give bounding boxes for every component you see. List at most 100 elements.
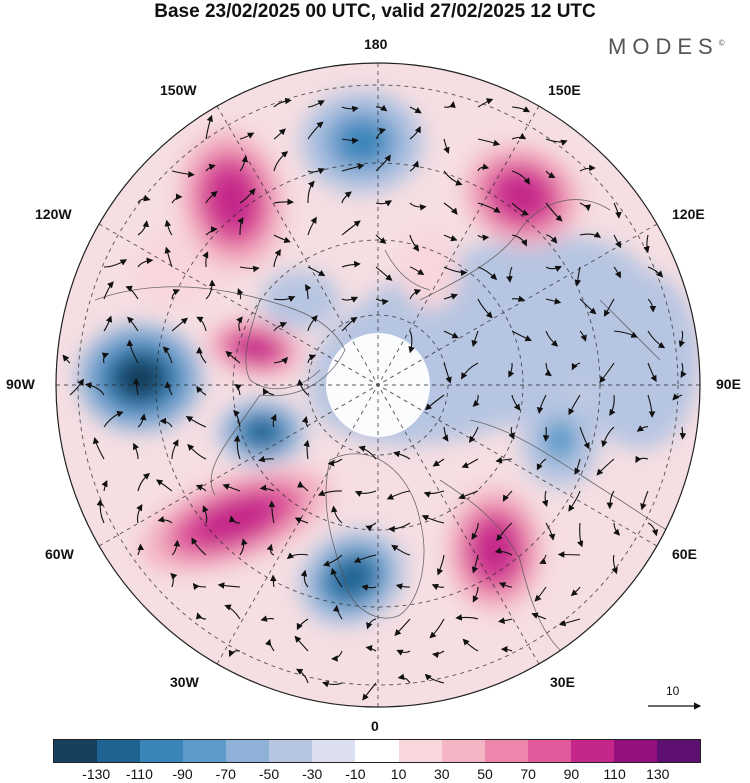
colorbar-segment: [226, 740, 270, 762]
longitude-label-180: 180: [364, 36, 388, 52]
wind-arrow: [471, 522, 479, 541]
wind-arrow: [679, 426, 687, 440]
wind-arrow: [341, 105, 359, 113]
wind-arrow: [228, 649, 241, 658]
colorbar-tick-label: -130: [82, 766, 111, 782]
wind-arrow: [341, 163, 365, 172]
wind-arrow: [259, 484, 275, 492]
wind-arrow: [511, 202, 530, 216]
aleutian-low-anomaly: [300, 90, 424, 194]
colorbar-segment: [355, 740, 399, 762]
wind-arrow: [579, 426, 590, 450]
wind-arrow: [187, 443, 207, 460]
wind-arrow: [300, 569, 309, 588]
wind-arrow: [477, 298, 493, 319]
colorbar-segment: [269, 740, 313, 762]
wind-arrow: [301, 416, 309, 428]
wind-arrow: [511, 330, 532, 342]
wind-arrow: [317, 489, 343, 496]
wind-arrow: [647, 394, 656, 418]
wind-arrow: [375, 154, 391, 172]
wind-arrow: [296, 379, 309, 396]
wind-arrow: [508, 426, 515, 440]
wind-arrow: [429, 618, 445, 639]
wind-arrow: [559, 618, 581, 627]
wind-arrow: [531, 612, 547, 620]
wind-arrow: [307, 266, 326, 277]
wind-arrow: [606, 490, 615, 510]
wind-arrow: [217, 582, 241, 589]
wind-arrow: [137, 413, 147, 428]
wind-arrow: [511, 170, 530, 185]
wind-arrow: [542, 426, 550, 442]
wind-arrow: [273, 128, 286, 140]
wind-arrow: [205, 190, 218, 204]
colorbar-tick-label: -10: [345, 766, 366, 782]
wind-arrow: [205, 114, 213, 140]
wind-arrow: [233, 435, 241, 460]
wind-arrow: [273, 356, 289, 365]
longitude-label-60w: 60W: [45, 546, 74, 562]
wind-arrow: [375, 200, 393, 207]
wind-arrow: [640, 490, 649, 511]
wind-arrow: [322, 554, 343, 567]
wind-arrow: [365, 644, 377, 652]
wind-arrow: [155, 479, 173, 492]
wind-arrow: [375, 127, 387, 140]
wind-arrow: [332, 604, 343, 620]
wind-arrow: [307, 168, 326, 175]
wind-arrow: [103, 259, 128, 268]
colorbar-segment: [441, 740, 485, 762]
wind-arrow: [511, 133, 527, 140]
wind-arrow: [579, 202, 591, 212]
wind-arrow: [647, 330, 666, 349]
wind-arrow: [396, 649, 411, 656]
wind-arrow: [366, 618, 377, 630]
wind-arrow: [236, 316, 243, 332]
colorbar-tick-label: 10: [390, 766, 407, 782]
wind-arrow: [375, 234, 387, 244]
wind-arrow: [191, 537, 207, 556]
wind-arrow: [137, 543, 144, 556]
background-band: [260, 270, 340, 330]
wind-arrow: [273, 97, 292, 108]
wind-arrow: [307, 121, 324, 140]
wind-arrow: [437, 554, 445, 576]
wind-arrow: [613, 522, 621, 536]
wind-arrow: [273, 234, 291, 243]
wind-arrow: [258, 455, 275, 463]
wind-arrow: [305, 283, 312, 300]
anomaly-contour: [334, 118, 390, 166]
wind-arrow: [273, 198, 294, 206]
wind-arrow: [461, 458, 479, 469]
colorbar-tick-label: 110: [603, 766, 626, 782]
wind-arrow: [545, 138, 568, 146]
colorbar-tick-label: -110: [125, 766, 153, 782]
wind-arrow: [69, 378, 84, 396]
longitude-label-30w: 30W: [170, 674, 199, 690]
longitude-label-150e: 150E: [548, 82, 581, 98]
wind-arrow: [495, 456, 513, 464]
colorbar-segment: [613, 740, 657, 762]
wind-arrow: [162, 346, 173, 364]
wind-arrow: [571, 362, 581, 371]
colorbar-tick-label: -50: [258, 766, 280, 782]
colorbar-tick-label: 50: [477, 766, 493, 782]
wind-arrow: [375, 266, 393, 281]
anomaly-contour: [241, 416, 283, 448]
wind-arrow: [409, 202, 427, 211]
wind-arrow: [225, 350, 241, 364]
wind-arrow: [603, 298, 615, 317]
colorbar-segment: [527, 740, 571, 762]
wind-arrow: [273, 248, 281, 268]
colorbar-tick-label: 70: [520, 766, 536, 782]
wind-arrow: [613, 266, 621, 279]
wind-arrow: [103, 281, 114, 300]
wind-arrow: [468, 426, 479, 443]
wind-arrow: [239, 132, 255, 140]
wind-arrow: [579, 330, 587, 342]
colorbar-tick-label: 90: [563, 766, 580, 782]
wind-arrow: [498, 617, 513, 624]
wind-arrow: [164, 381, 173, 396]
colorbar-segment: [183, 740, 227, 762]
